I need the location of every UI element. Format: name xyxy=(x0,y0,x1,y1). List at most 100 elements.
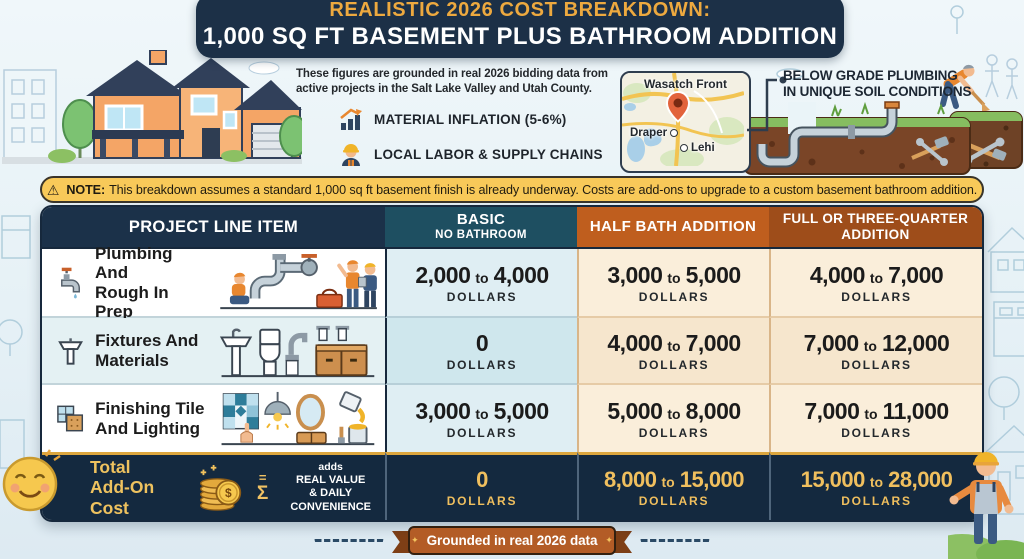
value-max: 5,000 xyxy=(493,397,550,424)
title-banner: REALISTIC 2026 COST BREAKDOWN: 1,000 SQ … xyxy=(196,0,844,58)
row-finishing-label: Finishing Tile And Lighting xyxy=(42,385,385,452)
value-joiner: to xyxy=(667,405,681,422)
ribbon-dash-right xyxy=(640,539,710,542)
coin-stack-icon: $ xyxy=(200,464,242,511)
intro-text: These figures are grounded in real 2026 … xyxy=(296,68,608,96)
map-card: Wasatch Front Draper Lehi xyxy=(620,71,751,173)
city-label: Lehi xyxy=(691,142,715,154)
value-joiner: to xyxy=(661,474,675,490)
value-min: 7,000 xyxy=(804,397,860,424)
cell-plumbing-basic: 2,000 to 4,000 DOLLARS xyxy=(385,249,577,318)
value-min: 7,000 xyxy=(803,329,860,356)
dollars-label: DOLLARS xyxy=(638,494,710,508)
value-joiner: to xyxy=(863,337,877,354)
bullet-label: LOCAL LABOR & SUPPLY CHAINS xyxy=(374,146,603,162)
map-city-lehi: Lehi xyxy=(680,142,715,154)
cell-total-basic: 0 DOLLARS xyxy=(385,452,577,520)
value-min: 15,000 xyxy=(800,467,866,492)
dollars-label: DOLLARS xyxy=(841,494,912,508)
cell-finishing-full: 7,000 to 11,000 DOLLARS xyxy=(769,385,982,452)
value-min: 3,000 xyxy=(607,261,663,288)
total-name: Total Add-On Cost xyxy=(90,457,189,517)
value-max: 7,000 xyxy=(685,329,742,356)
map-region-label: Wasatch Front xyxy=(644,77,727,91)
header-subtext: NO BATHROOM xyxy=(435,228,527,241)
value-range: 15,000 to 28,000 xyxy=(801,467,953,493)
construction-worker-icon xyxy=(342,144,360,167)
row-name: Plumbing And Rough In Prep xyxy=(95,244,208,320)
faucet-icon xyxy=(61,267,80,299)
value-max: 11,000 xyxy=(882,397,950,424)
title-line-2: 1,000 SQ FT BASEMENT PLUS BATHROOM ADDIT… xyxy=(202,23,838,50)
value-range: 2,000 to 4,000 xyxy=(415,261,550,289)
total-name-line2: Add-On Cost xyxy=(90,477,155,518)
value-max: 4,000 xyxy=(493,261,550,288)
value-joiner: to xyxy=(869,269,884,286)
value-joiner: to xyxy=(475,269,489,286)
value-range: 5,000 to 8,000 xyxy=(607,398,741,425)
dollars-label: DOLLARS xyxy=(841,425,912,440)
dollars-label: DOLLARS xyxy=(638,425,710,440)
total-benefit-note: adds REAL VALUE & DAILY CONVENIENCE xyxy=(276,461,385,514)
value-joiner: to xyxy=(869,474,884,490)
tile-swatch-icon xyxy=(57,405,84,431)
value-min: 0 xyxy=(475,329,489,356)
value-range: 4,000 to 7,000 xyxy=(607,329,742,357)
note-banner: ⚠ NOTE: This breakdown assumes a standard… xyxy=(40,176,984,203)
header-text: FULL OR THREE-QUARTER xyxy=(782,211,969,227)
bullet-material-inflation: MATERIAL INFLATION (5-6%) xyxy=(296,106,620,132)
dollars-label: DOLLARS xyxy=(841,357,912,372)
city-marker-icon xyxy=(670,129,679,137)
coin-math-icons: = Σ xyxy=(257,471,268,504)
row-name-line1: Fixtures And xyxy=(95,331,199,351)
row-plumbing-label: Plumbing And Rough In Prep xyxy=(42,244,385,321)
value-max: 12,000 xyxy=(881,329,950,356)
value-max: 28,000 xyxy=(888,467,953,492)
cell-total-full: 15,000 to 28,000 DOLLARS xyxy=(769,452,982,520)
total-name-line1: Total xyxy=(90,457,131,478)
below-grade-callout: BELOW GRADE PLUMBING IN UNIQUE SOIL COND… xyxy=(783,68,1003,101)
dollars-label: DOLLARS xyxy=(841,289,912,304)
presenting-worker-illustration xyxy=(948,452,1024,559)
cell-fixtures-basic: 0 DOLLARS xyxy=(385,318,577,385)
cell-fixtures-half-bath: 4,000 to 7,000 DOLLARS xyxy=(577,318,769,385)
value-max: 7,000 xyxy=(888,261,944,288)
value-range: 4,000 to 7,000 xyxy=(810,261,944,289)
note-body: This breakdown assumes a standard 1,000 … xyxy=(109,182,978,197)
value-range: 7,000 to 11,000 xyxy=(804,397,950,425)
value-joiner: to xyxy=(667,337,681,354)
row-name: Finishing Tile And Lighting xyxy=(95,399,207,437)
map-city-draper: Draper xyxy=(630,127,679,139)
map-pin-icon xyxy=(666,91,690,123)
header-text: PROJECT LINE ITEM xyxy=(128,217,299,236)
row-name-line1: Plumbing And xyxy=(95,244,173,283)
star-icon: ✦ xyxy=(411,535,419,545)
dollars-label: DOLLARS xyxy=(446,289,518,304)
dollars-label: DOLLARS xyxy=(446,425,518,440)
svg-text:$: $ xyxy=(225,486,232,500)
bullet-local-labor: LOCAL LABOR & SUPPLY CHAINS xyxy=(296,141,620,167)
value-min: 8,000 xyxy=(603,467,657,492)
row-fixtures-label: Fixtures And Materials xyxy=(42,318,385,385)
cell-finishing-basic: 3,000 to 5,000 DOLLARS xyxy=(385,385,577,452)
plumbers-at-work-illustration xyxy=(220,253,377,309)
value-range: 3,000 to 5,000 xyxy=(415,397,550,425)
tile-and-lighting-illustration xyxy=(221,390,375,445)
note-text: NOTE: This breakdown assumes a standard 1… xyxy=(66,183,977,197)
bathroom-fixtures-illustration xyxy=(220,325,375,377)
cost-table: PROJECT LINE ITEM BASIC NO BATHROOM HALF… xyxy=(40,205,984,522)
dollars-label: DOLLARS xyxy=(446,494,518,508)
dollars-label: DOLLARS xyxy=(638,357,710,372)
benefit-line: REAL VALUE xyxy=(296,473,366,486)
intro-block: These figures are grounded in real 2026 … xyxy=(296,67,620,167)
col-header-full-three-quarter: FULL OR THREE-QUARTER ADDITION xyxy=(769,207,982,249)
value-range: 0 xyxy=(475,329,489,357)
sigma-icon: Σ xyxy=(256,483,269,505)
value-max: 15,000 xyxy=(679,467,745,492)
soil-cross-section-illustration xyxy=(743,101,971,175)
cell-fixtures-full: 7,000 to 12,000 DOLLARS xyxy=(769,318,982,385)
house-illustration xyxy=(2,50,302,164)
star-icon: ✦ xyxy=(605,535,613,545)
value-range: 7,000 to 12,000 xyxy=(804,330,950,357)
